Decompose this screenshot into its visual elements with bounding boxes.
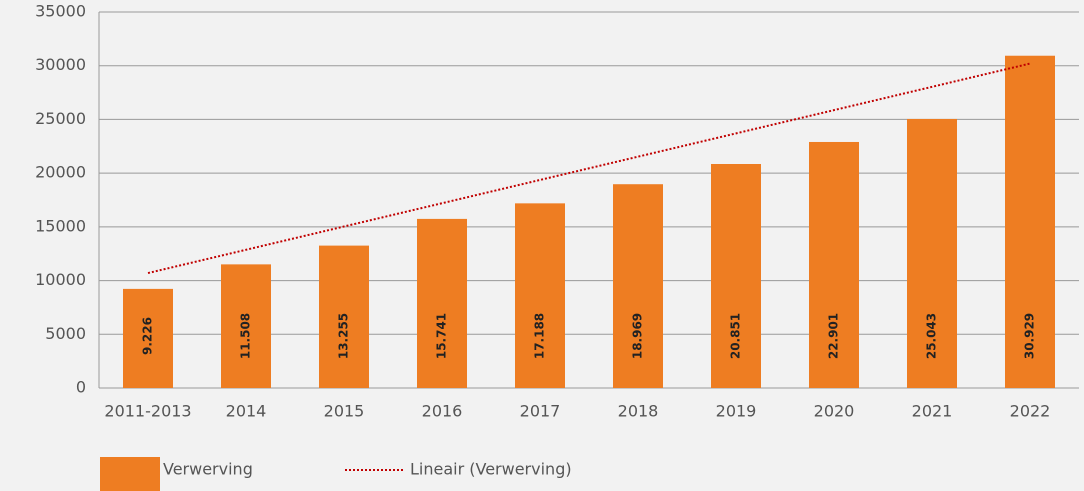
y-tick-label: 10000: [35, 270, 86, 289]
x-tick-label: 2017: [520, 402, 561, 421]
x-tick-label: 2015: [324, 402, 365, 421]
y-tick-label: 20000: [35, 163, 86, 182]
value-label: 30.929: [1023, 313, 1037, 359]
bar: [221, 264, 271, 388]
bar: [319, 245, 369, 388]
y-tick-label: 35000: [35, 2, 86, 21]
value-label: 13.255: [337, 313, 351, 359]
y-tick-label: 5000: [45, 324, 86, 343]
bar: [417, 218, 467, 388]
value-label: 11.508: [239, 313, 253, 359]
value-label: 25.043: [925, 313, 939, 359]
trendline: [147, 62, 1031, 275]
value-label: 18.969: [631, 313, 645, 359]
value-label: 17.188: [533, 313, 547, 359]
legend-swatch: [100, 457, 160, 491]
x-tick-label: 2022: [1010, 402, 1051, 421]
x-tick-label: 2018: [618, 402, 659, 421]
x-tick-label: 2016: [422, 402, 463, 421]
bar: [1005, 55, 1055, 389]
value-label: 22.901: [827, 313, 841, 359]
bar: [123, 288, 173, 388]
x-tick-label: 2014: [226, 402, 267, 421]
legend-label: Verwerving: [163, 460, 253, 479]
x-tick-label: 2021: [912, 402, 953, 421]
y-tick-label: 30000: [35, 55, 86, 74]
value-label: 15.741: [435, 313, 449, 359]
bar: [711, 164, 761, 388]
x-tick-label: 2011-2013: [104, 402, 191, 421]
y-tick-label: 0: [76, 378, 86, 397]
y-tick-label: 15000: [35, 216, 86, 235]
x-tick-label: 2019: [716, 402, 757, 421]
x-tick-label: 2020: [814, 402, 855, 421]
bar: [809, 141, 859, 388]
legend-label: Lineair (Verwerving): [410, 460, 572, 479]
value-label: 9.226: [141, 317, 155, 355]
bar: [613, 184, 663, 388]
bar: [515, 203, 565, 388]
value-label: 20.851: [729, 313, 743, 359]
bar: [907, 118, 957, 389]
y-tick-label: 25000: [35, 109, 86, 128]
